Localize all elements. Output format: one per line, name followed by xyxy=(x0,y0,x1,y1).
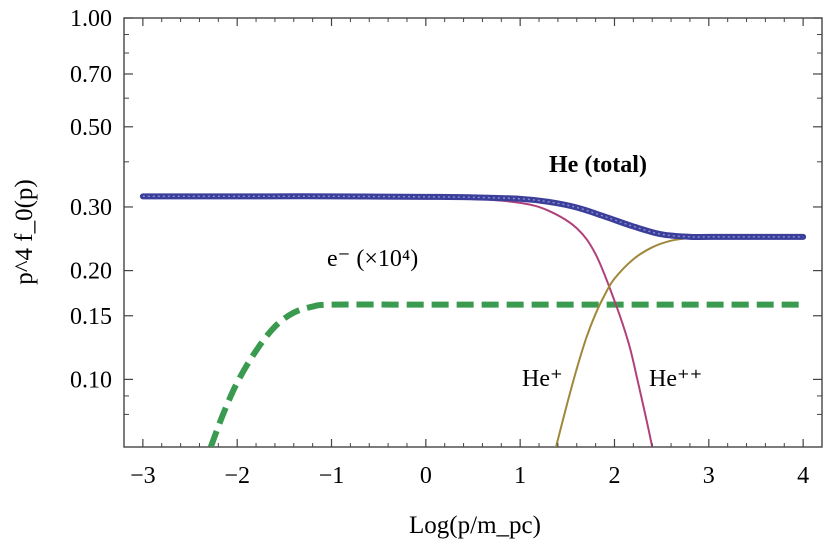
x-tick-label: 4 xyxy=(797,463,809,489)
y-tick-label: 0.30 xyxy=(70,195,112,221)
series-line-he-plus xyxy=(142,196,654,447)
annotation-he-plusplus: He⁺⁺ xyxy=(649,366,702,392)
annotation-electron: e⁻ (×10⁴) xyxy=(327,246,418,272)
y-tick-label: 0.70 xyxy=(70,62,112,88)
y-tick-label: 1.00 xyxy=(70,6,112,32)
x-tick-label: −3 xyxy=(130,463,156,489)
x-tick-label: −1 xyxy=(319,463,345,489)
y-axis-label: p^4 f_0(p) xyxy=(11,179,38,284)
x-tick-label: −2 xyxy=(224,463,250,489)
plot-frame xyxy=(123,17,823,448)
y-tick-label: 0.10 xyxy=(70,367,112,393)
series-line-he-total xyxy=(139,193,807,241)
series-layer xyxy=(139,193,807,447)
x-tick-label: 3 xyxy=(703,463,715,489)
x-tick-label: 1 xyxy=(514,463,526,489)
x-tick-label: 0 xyxy=(420,463,432,489)
y-tick-label: 0.50 xyxy=(70,115,112,141)
tick-layer: −3 −2 −1 0 1 2 3 4 0.10 0.15 0.20 0.30 0.50 0.70 1.00 xyxy=(70,6,822,489)
plot-border xyxy=(123,17,823,448)
y-tick-label: 0.20 xyxy=(70,259,112,285)
x-axis-label: Log(p/m_pc) xyxy=(409,512,541,539)
series-line-electron xyxy=(207,301,804,447)
annotation-he-total: He (total) xyxy=(549,152,647,178)
series-line-highlight-he-total xyxy=(142,195,804,238)
series-line-he-plusplus xyxy=(555,236,804,447)
x-tick-label: 2 xyxy=(608,463,620,489)
y-tick-label: 0.15 xyxy=(70,304,112,330)
annotation-he-plus: He⁺ xyxy=(522,366,563,392)
